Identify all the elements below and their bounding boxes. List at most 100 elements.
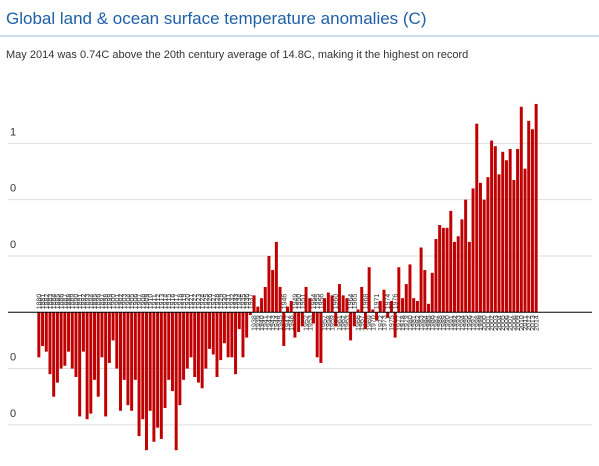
- bar: [490, 140, 494, 313]
- x-tick-label: 1950: [296, 294, 303, 310]
- x-tick-label: 1935: [240, 294, 247, 310]
- bar: [341, 295, 345, 313]
- bar: [282, 312, 286, 347]
- x-tick-label: 1980: [407, 315, 414, 331]
- x-tick-label: 1900: [111, 294, 118, 310]
- bar: [456, 236, 460, 313]
- x-tick-label: 1965: [352, 294, 359, 310]
- bar: [497, 174, 501, 313]
- bar: [70, 312, 74, 369]
- x-tick-label: 1932: [229, 294, 236, 310]
- x-tick-label: 1897: [99, 294, 106, 310]
- bar: [453, 241, 456, 313]
- x-tick-label: 1986: [430, 315, 437, 331]
- bar: [430, 272, 434, 313]
- x-tick-label: 1886: [59, 294, 66, 310]
- bar: [475, 123, 479, 313]
- bar: [326, 292, 330, 313]
- bar: [363, 312, 367, 330]
- bar: [441, 227, 445, 313]
- x-tick-label: 2001: [485, 315, 492, 331]
- x-tick-label: 2009: [515, 315, 522, 331]
- bar: [534, 103, 538, 313]
- x-tick-label: 2003: [493, 315, 500, 331]
- x-tick-label: 1938: [252, 315, 259, 331]
- x-tick-label: 1888: [66, 294, 73, 310]
- bar: [115, 312, 119, 369]
- bar: [78, 312, 82, 417]
- x-tick-label: 2002: [489, 315, 496, 331]
- bar: [460, 219, 464, 313]
- x-tick-label: 1924: [200, 294, 207, 310]
- bar: [137, 312, 141, 437]
- bar: [286, 306, 289, 313]
- x-tick-label: 1941: [263, 315, 270, 331]
- bar: [274, 241, 278, 313]
- x-tick-label: 2008: [511, 315, 518, 331]
- bar: [185, 312, 189, 369]
- bar: [96, 312, 100, 397]
- bar: [204, 312, 208, 369]
- x-tick-label: 1920: [185, 294, 192, 310]
- x-tick-label: 1951: [300, 294, 307, 310]
- x-tick-label: 1882: [44, 294, 51, 310]
- x-tick-label: 1983: [419, 315, 426, 331]
- bar: [415, 301, 419, 313]
- bar: [493, 146, 497, 313]
- bar: [170, 312, 174, 392]
- x-tick-label: 1919: [181, 294, 188, 310]
- x-tick-label: 1895: [92, 294, 99, 310]
- x-tick-label: 1954: [311, 294, 318, 310]
- bar: [330, 295, 334, 313]
- x-tick-label: 1944: [274, 315, 281, 331]
- bar: [278, 286, 282, 313]
- bar: [52, 312, 56, 397]
- x-tick-label: 1992: [452, 315, 459, 331]
- bar: [367, 267, 371, 313]
- x-tick-label: 1972: [378, 315, 385, 331]
- bar: [237, 312, 241, 330]
- bar: [163, 312, 167, 408]
- bar: [449, 210, 453, 313]
- x-tick-label: 1970: [370, 315, 377, 331]
- bar: [215, 312, 219, 377]
- bar: [44, 312, 48, 352]
- bar: [174, 312, 178, 451]
- y-tick-label: 0: [10, 239, 16, 251]
- bar: [182, 312, 186, 380]
- x-tick-label: 1994: [459, 315, 466, 331]
- bar: [512, 179, 516, 313]
- x-tick-label: 1962: [341, 315, 348, 331]
- x-tick-label: 1890: [73, 294, 80, 310]
- x-tick-label: 1995: [463, 315, 470, 331]
- bar: [304, 286, 308, 313]
- chart-subtitle: May 2014 was 0.74C above the 20th centur…: [6, 49, 468, 61]
- x-tick-label: 1981: [411, 315, 418, 331]
- x-tick-label: 1987: [433, 315, 440, 331]
- bar: [59, 312, 63, 369]
- x-tick-label: 1940: [259, 315, 266, 331]
- bar: [211, 312, 215, 355]
- x-tick-label: 1893: [85, 294, 92, 310]
- x-tick-label: 1887: [62, 294, 69, 310]
- x-tick-label: 1973: [381, 315, 388, 331]
- bar: [130, 312, 134, 411]
- x-tick-label: 2007: [508, 315, 515, 331]
- bar: [467, 241, 471, 313]
- bar: [523, 168, 527, 313]
- bar: [349, 312, 353, 341]
- x-tick-label: 1914: [163, 294, 170, 310]
- x-tick-label: 1989: [441, 315, 448, 331]
- bar: [375, 312, 379, 321]
- x-tick-label: 1915: [166, 294, 173, 310]
- x-tick-label: 1952: [304, 315, 311, 331]
- x-tick-label: 1891: [77, 294, 84, 310]
- x-tick-label: 1978: [400, 315, 407, 331]
- x-tick-label: 2005: [500, 315, 507, 331]
- x-tick-label: 1975: [389, 315, 396, 331]
- bar: [289, 301, 293, 313]
- x-tick-label: 1901: [114, 294, 121, 310]
- bar: [63, 312, 67, 366]
- bar: [386, 312, 390, 318]
